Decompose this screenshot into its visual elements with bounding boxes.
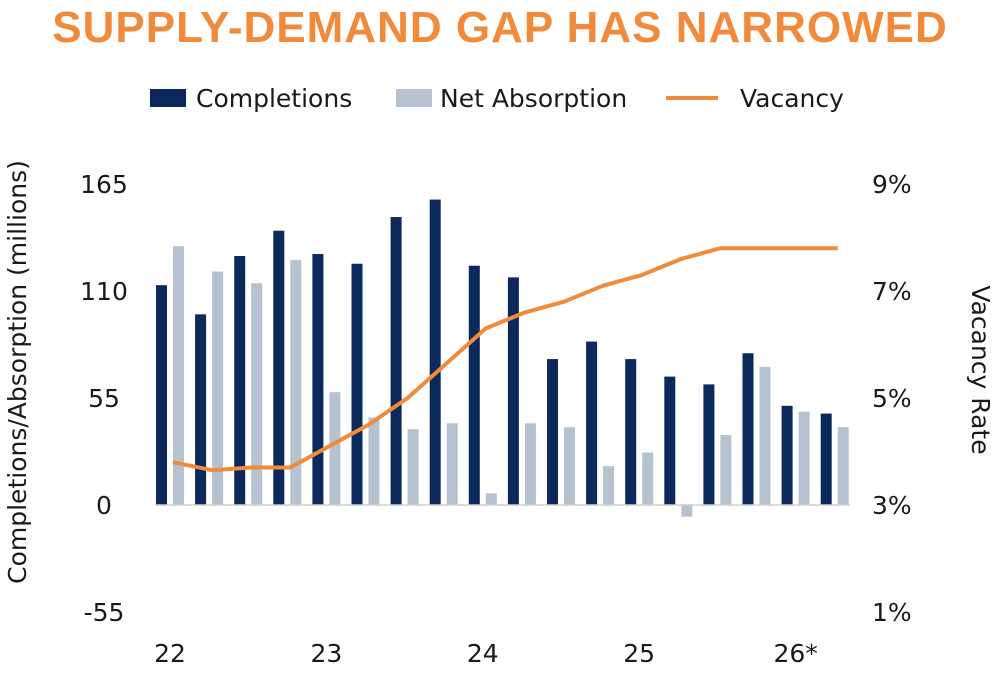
legend-label-completions: Completions [196, 84, 352, 113]
x-tick-label: 24 [467, 639, 499, 668]
y-tick-label: 110 [80, 277, 128, 306]
legend-swatch-net-absorption [396, 89, 432, 107]
completions-bar [312, 254, 324, 505]
completions-bar [195, 314, 207, 505]
absorption-bar [173, 246, 184, 505]
absorption-bar [720, 434, 732, 505]
completions-bar [547, 359, 558, 505]
y2-tick-label: 3% [872, 491, 912, 520]
x-tick-label: 26* [773, 639, 817, 668]
y-tick-label: 0 [96, 491, 112, 520]
absorption-bar [759, 366, 771, 505]
bars [156, 199, 849, 517]
absorption-bar [485, 493, 497, 505]
y-axis-title: Completions/Absorption (millions) [3, 160, 32, 584]
absorption-bar [329, 392, 341, 505]
completions-bar [234, 255, 246, 505]
absorption-bar [837, 427, 849, 505]
absorption-bar [524, 423, 536, 505]
completions-bar [586, 341, 598, 505]
y-tick-label: 165 [80, 170, 128, 199]
completions-bar [820, 413, 832, 505]
absorption-bar [798, 411, 810, 505]
completions-bar [273, 230, 285, 505]
completions-bar [664, 376, 676, 505]
legend: Completions Net Absorption Vacancy [150, 84, 844, 113]
absorption-bar [446, 423, 458, 505]
y2-axis-title: Vacancy Rate [966, 285, 995, 454]
y2-tick-label: 1% [872, 598, 912, 627]
completions-bar [781, 405, 793, 505]
y2-tick-label: 5% [872, 384, 912, 413]
completions-bar [351, 263, 363, 505]
completions-bar [703, 384, 715, 505]
completions-bar [742, 353, 754, 505]
y-axis-ticks: -55 0 55 110 165 [80, 170, 128, 627]
absorption-bar [212, 271, 224, 505]
completions-bar [625, 359, 637, 505]
y2-tick-label: 7% [872, 277, 912, 306]
x-axis-ticks: 22 23 24 25 26* [154, 639, 818, 668]
absorption-bar [642, 452, 654, 505]
vacancy-line [172, 246, 838, 473]
completions-bar [507, 277, 519, 505]
x-tick-label: 23 [310, 639, 342, 668]
absorption-bar [368, 417, 380, 505]
chart-title: SUPPLY-DEMAND GAP HAS NARROWED [52, 3, 947, 52]
completions-bar [156, 285, 167, 505]
y-tick-label: -55 [84, 598, 125, 627]
y-tick-label: 55 [88, 384, 120, 413]
absorption-bar [603, 466, 615, 505]
legend-label-net-absorption: Net Absorption [440, 84, 627, 113]
y2-tick-label: 9% [872, 170, 912, 199]
legend-swatch-completions [150, 89, 186, 107]
legend-label-vacancy: Vacancy [740, 84, 844, 113]
y2-axis-ticks: 1% 3% 5% 7% 9% [872, 170, 912, 627]
x-tick-label: 22 [154, 639, 186, 668]
completions-bar [390, 217, 402, 505]
absorption-bar [564, 427, 575, 505]
completions-bar [468, 265, 480, 505]
absorption-bar [407, 429, 419, 505]
absorption-bar [681, 505, 693, 517]
x-tick-label: 25 [623, 639, 655, 668]
absorption-bar [251, 283, 263, 505]
completions-bar [429, 199, 441, 505]
absorption-bar [290, 259, 302, 505]
